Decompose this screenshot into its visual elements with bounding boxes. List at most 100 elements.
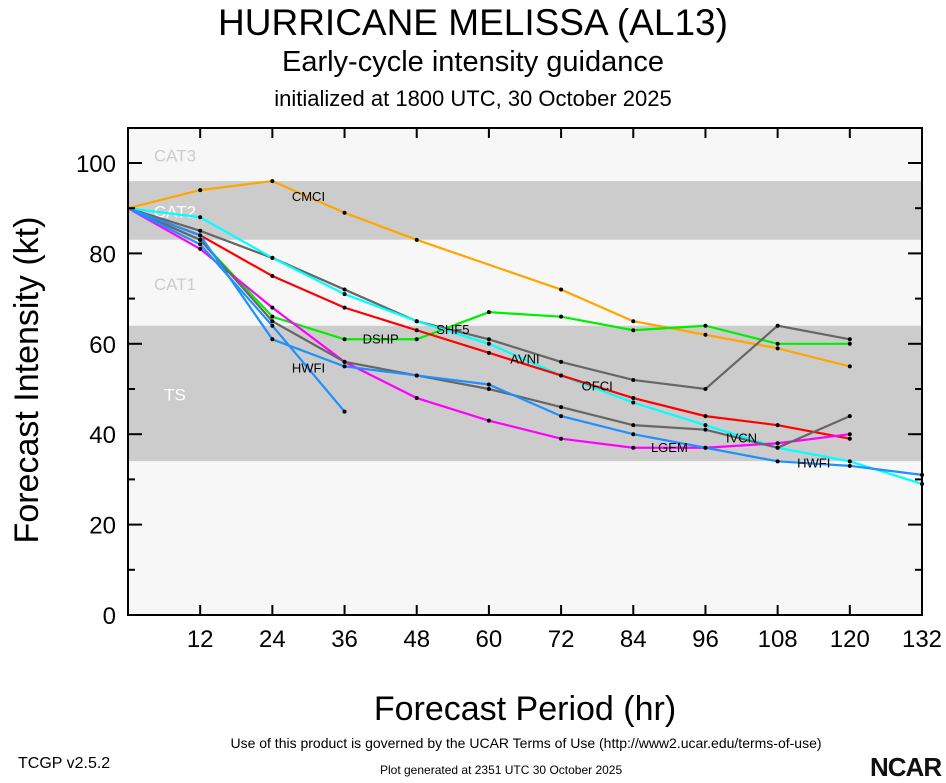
data-point	[631, 328, 636, 333]
data-point	[559, 436, 564, 441]
data-point	[631, 400, 636, 405]
y-tick-label: 40	[89, 422, 116, 449]
series-line-cmci	[127, 179, 851, 368]
data-point	[559, 414, 564, 419]
x-tick-label: 24	[259, 626, 286, 653]
data-point	[631, 396, 636, 401]
data-point	[342, 210, 347, 215]
data-point	[775, 423, 780, 428]
data-point	[559, 373, 564, 378]
series-line-hwfi	[127, 207, 923, 476]
data-point	[270, 179, 275, 184]
x-tick-label: 12	[187, 626, 214, 653]
data-point	[198, 237, 203, 242]
data-point	[703, 427, 708, 432]
chart-subtitle: Early-cycle intensity guidance	[281, 46, 664, 78]
data-point	[847, 432, 852, 437]
plot-frame	[127, 127, 923, 616]
x-tick-label: 60	[476, 626, 503, 653]
data-point	[847, 459, 852, 464]
data-point	[486, 350, 491, 355]
data-point	[847, 436, 852, 441]
data-point	[414, 337, 419, 342]
data-point	[486, 337, 491, 342]
data-point	[847, 414, 852, 419]
terms-of-use: Use of this product is governed by the U…	[230, 735, 822, 751]
x-tick-label: 132	[902, 626, 942, 653]
series-label: HWFI	[797, 456, 830, 471]
data-point	[703, 387, 708, 391]
band-cat1	[128, 239, 922, 326]
data-point	[342, 364, 347, 369]
data-point	[342, 287, 347, 292]
series-label: CMCI	[292, 189, 325, 204]
band-below-ts	[128, 461, 922, 615]
data-point	[775, 441, 780, 446]
data-point	[198, 233, 203, 238]
y-tick-label: 20	[89, 513, 116, 540]
data-point	[414, 373, 419, 378]
y-tick-label: 0	[103, 603, 116, 630]
data-point	[847, 364, 852, 369]
series-label: DSHP	[363, 331, 399, 346]
band-label: TS	[164, 386, 186, 405]
series-label: IVCN	[726, 431, 757, 446]
y-tick-label: 80	[89, 241, 116, 268]
data-point	[703, 414, 708, 419]
band-cat2	[128, 181, 922, 240]
data-point	[559, 359, 564, 364]
x-axis-label: Forecast Period (hr)	[374, 690, 676, 728]
data-point	[847, 463, 852, 468]
chart-title: HURRICANE MELISSA (AL13)	[218, 2, 728, 43]
data-point	[631, 319, 636, 324]
data-point	[414, 237, 419, 242]
data-point	[631, 432, 636, 437]
data-point	[631, 377, 636, 382]
version: TCGP v2.5.2	[18, 755, 111, 772]
data-point	[270, 314, 275, 319]
x-tick-label: 48	[403, 626, 430, 653]
data-point	[270, 337, 275, 342]
data-point	[486, 418, 491, 423]
x-tick-label: 96	[692, 626, 719, 653]
series-label: HWFI	[292, 361, 325, 376]
data-point	[703, 423, 708, 428]
data-point	[775, 459, 780, 464]
data-point	[414, 328, 419, 333]
data-point	[775, 323, 780, 328]
series-line-hwfi	[127, 207, 346, 413]
y-tick-label: 60	[89, 332, 116, 359]
data-point	[775, 346, 780, 351]
x-tick-label: 120	[830, 626, 870, 653]
data-point	[847, 337, 852, 342]
data-point	[486, 341, 491, 346]
data-point	[703, 323, 708, 328]
data-point	[414, 396, 419, 401]
series-label: AVNI	[510, 352, 539, 367]
data-point	[775, 341, 780, 346]
band-ts	[128, 325, 922, 462]
band-cat3	[128, 128, 922, 182]
band-label: CAT1	[154, 275, 196, 294]
series-line-avni	[127, 207, 923, 485]
data-point	[847, 341, 852, 346]
data-point	[559, 314, 564, 319]
data-point	[703, 332, 708, 337]
data-point	[198, 246, 203, 251]
series-label: OFCI	[582, 379, 613, 394]
data-point	[559, 405, 564, 410]
data-point	[270, 274, 275, 278]
y-axis-label: Forecast Intensity (kt)	[8, 217, 46, 544]
data-point	[198, 228, 203, 233]
data-point	[342, 337, 347, 342]
x-tick-label: 108	[758, 626, 798, 653]
ncar-logo: NCAR	[870, 752, 942, 782]
data-point	[486, 382, 491, 387]
data-point	[270, 323, 275, 328]
data-point	[270, 255, 275, 260]
data-point	[775, 445, 780, 450]
data-point	[198, 242, 203, 247]
data-point	[486, 387, 491, 391]
band-label: CAT3	[154, 147, 196, 166]
